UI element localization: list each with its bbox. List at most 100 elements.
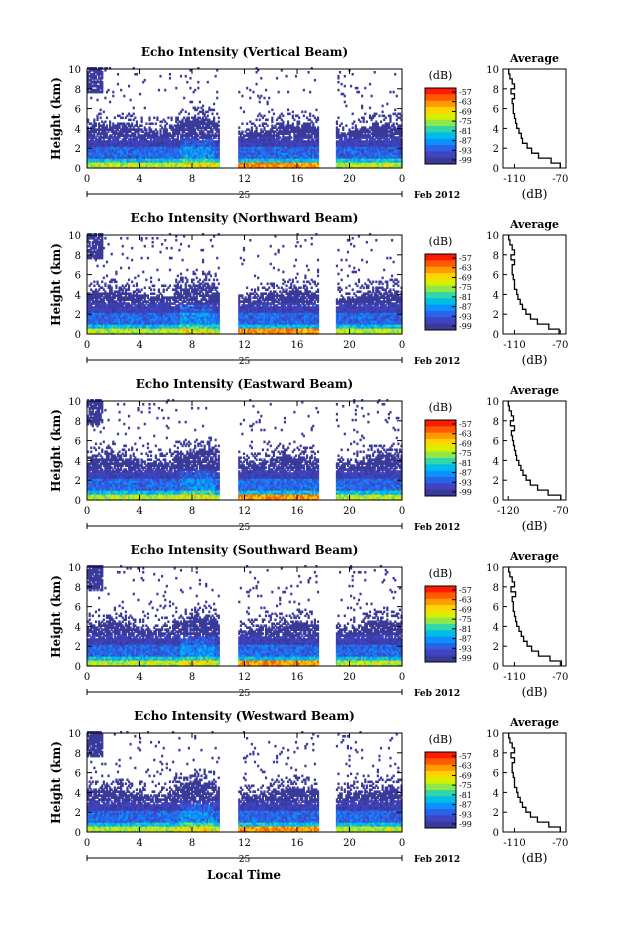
heatmap-cell [165,154,168,157]
heatmap-cell [109,322,112,325]
heatmap-cell [373,122,376,126]
heatmap-cell [156,138,159,141]
heatmap-cell [135,318,138,321]
heatmap-cell [238,154,241,157]
heatmap-cell [181,150,184,153]
heatmap-cell [135,310,138,313]
heatmap-cell [257,150,260,153]
heatmap-cell [291,160,294,163]
heatmap-cell [153,138,156,141]
heatmap-cell [104,330,107,333]
heatmap-cell [129,294,132,297]
heatmap-cell [392,152,395,155]
heatmap-cell [342,126,345,129]
heatmap-cell [98,244,101,248]
heatmap-cell [335,136,339,139]
heatmap-cell [395,164,398,167]
heatmap-cell [129,310,132,313]
heatmap-cell [271,118,274,122]
heatmap-cell [94,140,98,143]
heatmap-cell [94,130,98,133]
heatmap-cell [105,136,109,139]
heatmap-cell [339,154,342,157]
heatmap-cell [102,130,105,133]
heatmap-cell [398,144,402,147]
heatmap-cell [337,140,340,143]
heatmap-cell [258,140,261,143]
heatmap-cell [183,152,186,155]
heatmap-cell [354,136,357,139]
heatmap-cell [246,122,249,126]
heatmap-cell [389,158,392,161]
heatmap-cell [373,140,376,143]
heatmap-cell [250,142,253,145]
heatmap-cell [98,256,101,260]
heatmap-cell [247,162,250,165]
heatmap-cell [342,152,345,155]
heatmap-cell [340,146,343,149]
heatmap-cell [138,146,142,149]
heatmap-cell [263,146,266,149]
heatmap-cell [153,156,156,159]
heatmap-cell [179,134,183,137]
heatmap-cell [342,158,345,161]
heatmap-cell [88,136,91,139]
heatmap-cell [190,122,194,126]
heatmap-cell [250,144,253,147]
heatmap-cell [205,116,208,120]
heatmap-cell [137,132,140,135]
heatmap-cell [167,140,170,143]
heatmap-cell [386,154,389,157]
heatmap-cell [126,140,129,143]
heatmap-cell [239,142,242,145]
heatmap-cell [87,233,90,236]
heatmap-cell [213,120,216,124]
heatmap-cell [87,244,90,248]
heatmap-cell [104,292,107,295]
heatmap-cell [164,158,167,161]
heatmap-cell [115,148,118,151]
heatmap-cell [107,294,110,297]
heatmap-cell [263,114,266,118]
heatmap-cell [109,294,112,297]
heatmap-cell [151,130,154,133]
heatmap-cell [116,82,120,86]
heatmap-cell [132,322,135,325]
heatmap-cell [134,160,137,163]
heatmap-cell [90,236,93,240]
colorbar-swatch [425,94,456,102]
heatmap-cell [263,162,266,165]
heatmap-cell [134,132,137,135]
heatmap-cell [90,328,93,331]
heatmap-cell [201,158,205,161]
heatmap-cell [216,152,219,155]
heatmap-cell [398,134,402,137]
heatmap-cell [116,114,120,118]
heatmap-cell [90,78,93,82]
heatmap-cell [375,134,378,137]
heatmap-cell [121,298,124,301]
heatmap-cell [99,128,102,131]
heatmap-cell [249,162,252,165]
heatmap-cell [109,292,112,295]
heatmap-cell [206,114,209,118]
heatmap-cell [154,154,157,157]
heatmap-cell [93,166,96,169]
heatmap-cell [142,136,145,139]
heatmap-cell [269,130,272,133]
heatmap-cell [156,136,159,139]
heatmap-cell [159,136,162,139]
heatmap-cell [205,150,208,153]
heatmap-cell [299,142,302,145]
heatmap-cell [176,122,179,126]
heatmap-cell [93,126,96,129]
heatmap-cell [201,146,205,149]
heatmap-cell [96,238,99,242]
heatmap-cell [175,128,178,131]
heatmap-cell [350,156,353,159]
heatmap-cell [87,136,90,139]
heatmap-cell [307,130,310,133]
heatmap-cell [394,160,397,163]
heatmap-cell [283,138,287,141]
heatmap-cell [288,146,291,149]
